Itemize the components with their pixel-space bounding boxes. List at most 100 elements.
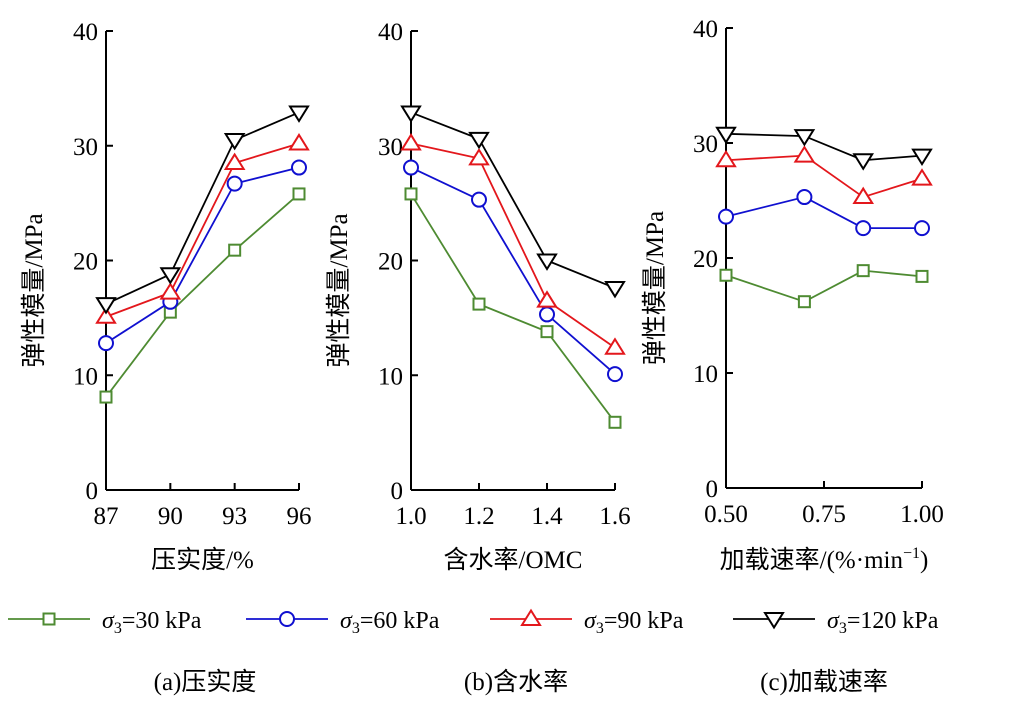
y-tick-label: 30: [378, 134, 403, 161]
legend: σ3=30 kPa σ3=60 kPa σ3=90 kPa σ3=120 kPa: [8, 608, 939, 637]
series-line: [725, 132, 923, 162]
data-point: [715, 126, 737, 145]
x-tick-label: 0.50: [704, 501, 748, 528]
series-triangle-down-a: [95, 105, 310, 315]
data-point: [536, 290, 558, 308]
series-line: [105, 111, 300, 305]
data-point: [468, 147, 490, 166]
data-point: [536, 253, 558, 271]
series-circle-a: [98, 159, 307, 352]
x-tick-label: 90: [158, 503, 183, 530]
x-tick-label: 1.2: [463, 503, 494, 530]
y-tick-label: 20: [73, 249, 98, 276]
y-tick-label: 0: [391, 478, 404, 505]
series-line: [410, 111, 616, 289]
legend-label: σ3=30 kPa: [102, 608, 202, 637]
y-tick-label: 0: [86, 478, 99, 505]
x-tick-label: 1.6: [599, 503, 630, 530]
legend-marker-circle: [279, 611, 295, 627]
x-tick-label: 87: [94, 503, 119, 530]
series-line: [410, 193, 616, 423]
legend-item: σ3=90 kPa: [490, 608, 684, 637]
series-circle-c: [718, 189, 930, 237]
series-line: [105, 166, 300, 344]
y-tick-label: 30: [73, 134, 98, 161]
data-point: [228, 243, 242, 257]
data-point: [852, 153, 874, 171]
data-point: [291, 159, 307, 176]
x-tick-label: 0.75: [802, 501, 846, 528]
series-square-a: [99, 187, 306, 404]
x-tick-label: 96: [287, 503, 312, 530]
series-line: [410, 142, 616, 349]
x-axis-label: 加载速率/(%·min−1): [720, 545, 929, 574]
data-point: [472, 297, 486, 311]
legend-item: σ3=60 kPa: [246, 608, 440, 637]
series-line: [410, 166, 616, 375]
series-line: [725, 196, 922, 230]
y-axis-label: 弹性模量/MPa: [20, 213, 48, 367]
data-point: [292, 187, 306, 201]
captions: (a)压实度 (b)含水率 (c)加载速率: [154, 668, 888, 696]
data-point: [288, 105, 310, 123]
series-square-b: [404, 187, 622, 429]
caption-c: (c)加载速率: [760, 668, 888, 696]
y-tick-label: 40: [378, 19, 403, 46]
legend-marker-triangle-up: [520, 608, 542, 626]
data-point: [471, 191, 487, 208]
x-tick-label: 1.00: [900, 501, 944, 528]
legend-item: σ3=30 kPa: [8, 608, 202, 637]
data-point: [718, 208, 734, 225]
caption-a: (a)压实度: [154, 668, 257, 696]
y-tick-label: 40: [73, 19, 98, 46]
legend-label: σ3=60 kPa: [340, 608, 440, 637]
y-tick-label: 10: [73, 363, 98, 390]
data-point: [99, 390, 113, 404]
panel-c: 0 10 20 30 40 0.50 0.75 1.00 加载速率/(%·min−1) 弹性模量/…: [641, 16, 944, 574]
series-triangle-down-b: [400, 105, 626, 299]
y-tick-label: 30: [693, 131, 718, 158]
data-point: [797, 295, 811, 309]
series-triangle-down-c: [715, 126, 933, 171]
y-tick-label: 10: [378, 363, 403, 390]
panel-a: 0 10 20 30 40 87 90 93 96 压实度/% 弹性模量/MPa: [20, 19, 312, 574]
data-point: [855, 220, 872, 237]
y-tick-label: 40: [693, 16, 718, 43]
data-point: [223, 133, 246, 151]
data-point: [468, 131, 490, 150]
data-point: [540, 325, 554, 339]
y-tick-label: 20: [693, 246, 718, 273]
data-point: [95, 306, 117, 324]
series-circle-b: [403, 159, 623, 383]
data-point: [719, 268, 733, 282]
data-point: [223, 152, 246, 170]
data-point: [793, 145, 816, 163]
legend-marker-triangle-down: [763, 612, 785, 630]
y-tick-label: 20: [378, 249, 403, 276]
series-triangle-up-b: [400, 133, 626, 355]
y-axis-label: 弹性模量/MPa: [641, 211, 669, 365]
x-axis-label: 含水率/OMC: [444, 546, 583, 574]
data-point: [95, 297, 117, 315]
panel-b: 0 10 20 30 40 1.0 1.2 1.4 1.6 含水率/OMC 弹性模量/MPa: [325, 19, 631, 574]
legend-item: σ3=120 kPa: [733, 608, 939, 637]
data-point: [608, 415, 622, 429]
data-point: [793, 129, 816, 147]
x-tick-label: 1.4: [531, 503, 563, 530]
y-axis-label: 弹性模量/MPa: [325, 213, 353, 367]
data-point: [404, 187, 418, 201]
data-point: [159, 267, 182, 285]
data-point: [796, 189, 813, 206]
data-point: [400, 105, 422, 123]
data-point: [604, 281, 626, 299]
x-tick-label: 1.0: [395, 503, 426, 530]
x-tick-label: 93: [222, 503, 247, 530]
data-point: [403, 159, 419, 176]
x-axis-label: 压实度/%: [151, 546, 254, 574]
series-square-c: [719, 264, 929, 309]
y-tick-label: 0: [706, 476, 719, 503]
data-point: [539, 306, 555, 323]
y-tick-label: 10: [693, 361, 718, 388]
series-triangle-up-a: [95, 133, 310, 324]
data-point: [607, 366, 623, 383]
